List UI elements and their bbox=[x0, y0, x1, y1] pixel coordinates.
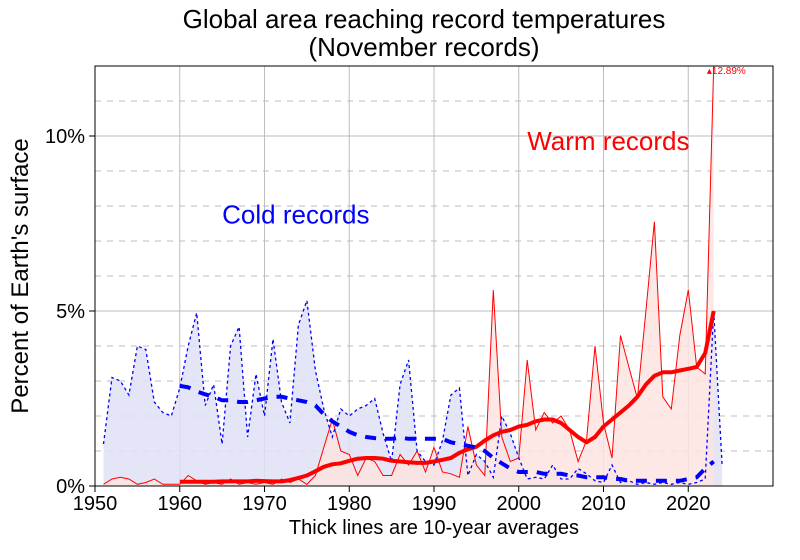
chart-title-line1: Global area reaching record temperatures bbox=[183, 4, 666, 34]
chart-container: 195019601970198019902000201020200%5%10%G… bbox=[0, 0, 800, 560]
chart-svg: 195019601970198019902000201020200%5%10%G… bbox=[0, 0, 800, 560]
x-tick-label: 1990 bbox=[412, 493, 457, 515]
x-tick-label: 2000 bbox=[497, 493, 542, 515]
final-value-marker: ▴12.89% bbox=[707, 66, 746, 77]
y-axis-label: Percent of Earth's surface bbox=[7, 138, 34, 413]
warm-records-label: Warm records bbox=[527, 126, 689, 156]
y-tick-label: 0% bbox=[56, 476, 85, 498]
x-tick-label: 1970 bbox=[242, 493, 287, 515]
x-tick-label: 2020 bbox=[666, 493, 711, 515]
y-tick-label: 10% bbox=[45, 126, 85, 148]
chart-title-line2: (November records) bbox=[308, 32, 539, 62]
y-tick-label: 5% bbox=[56, 301, 85, 323]
x-tick-label: 1980 bbox=[327, 493, 372, 515]
cold-records-label: Cold records bbox=[222, 200, 369, 230]
x-axis-label: Thick lines are 10-year averages bbox=[289, 517, 579, 539]
x-tick-label: 1960 bbox=[158, 493, 203, 515]
x-tick-label: 2010 bbox=[581, 493, 626, 515]
